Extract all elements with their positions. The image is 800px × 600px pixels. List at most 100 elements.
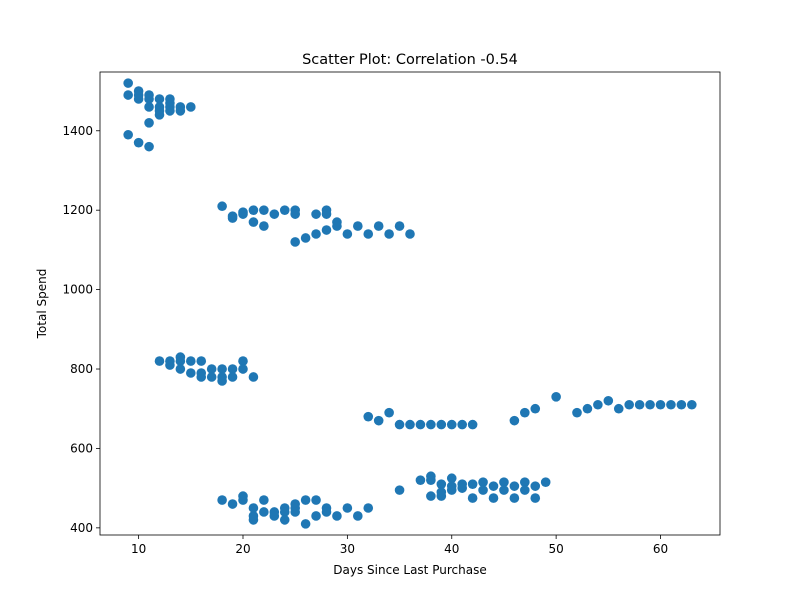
data-point-96 [655,399,666,410]
data-point-50 [394,221,405,231]
data-point-98 [676,399,687,410]
data-point-35 [290,209,300,219]
data-point-32 [269,209,280,219]
data-point-62 [196,372,207,382]
data-point-27 [238,207,248,217]
data-point-77 [405,419,415,430]
data-point-143 [478,485,488,495]
data-point-78 [415,419,426,430]
data-point-130 [426,475,436,486]
data-point-20 [133,137,144,148]
data-point-68 [227,364,238,374]
y-axis-label: Total Spend [35,269,49,340]
data-point-124 [342,503,353,513]
data-point-31 [259,221,269,231]
data-point-103 [238,491,248,501]
data-point-92 [613,403,624,414]
data-point-134 [436,491,447,501]
data-point-122 [321,507,332,517]
data-point-64 [206,372,217,382]
data-point-149 [509,493,520,503]
data-point-131 [426,491,436,501]
data-points [123,78,697,529]
data-point-72 [248,372,259,382]
data-point-120 [311,511,321,521]
data-point-4 [133,94,144,104]
data-point-60 [196,356,207,366]
data-point-48 [373,221,384,231]
data-point-110 [269,511,280,521]
data-point-137 [446,485,457,495]
x-tick-label-1: 20 [235,542,250,556]
y-tick-label-0: 400 [70,521,93,535]
data-point-148 [509,481,520,491]
data-point-21 [144,141,154,152]
data-point-42 [321,225,332,235]
data-point-82 [457,419,467,430]
data-point-36 [290,237,300,247]
data-point-25 [227,211,238,221]
data-point-44 [332,221,342,231]
data-point-99 [687,399,697,410]
data-point-125 [353,511,363,521]
x-axis-label: Days Since Last Purchase [333,563,486,577]
data-point-97 [666,399,676,410]
data-point-139 [457,483,467,493]
data-point-71 [238,364,248,374]
data-point-88 [572,407,582,418]
data-point-108 [259,507,269,517]
data-point-106 [248,503,259,513]
data-point-147 [499,485,509,495]
data-point-23 [217,201,227,212]
data-point-57 [175,364,186,374]
data-point-90 [593,399,603,410]
data-point-126 [363,503,374,513]
x-tick-label-0: 10 [131,542,146,556]
data-point-63 [206,364,217,374]
data-point-29 [248,217,259,227]
data-point-15 [165,106,175,116]
data-point-100 [217,495,227,505]
data-point-65 [217,364,227,374]
data-point-75 [384,407,394,418]
y-tick-label-3: 1000 [62,283,93,297]
x-tick-label-4: 50 [548,542,563,556]
data-point-49 [384,229,394,239]
data-point-101 [227,499,238,509]
data-point-52 [154,356,165,366]
data-point-17 [175,106,186,116]
y-tick-label-2: 800 [70,362,93,376]
data-point-11 [154,110,165,120]
data-point-47 [363,229,374,239]
x-axis-ticks: 10 20 30 40 50 60 [131,535,668,556]
data-point-117 [300,519,311,529]
data-point-69 [227,372,238,382]
data-point-87 [551,392,561,402]
data-point-123 [332,511,342,521]
data-point-93 [624,399,634,410]
data-point-84 [509,415,520,426]
data-point-128 [415,475,426,486]
y-tick-label-5: 1400 [62,124,93,138]
data-point-1 [123,90,133,100]
data-point-6 [144,94,154,104]
data-point-112 [279,507,290,517]
data-point-140 [467,479,478,489]
data-point-67 [217,376,227,386]
data-point-8 [154,94,165,104]
data-point-58 [186,356,196,366]
data-point-22 [144,118,154,128]
data-point-107 [259,495,269,505]
data-point-135 [446,473,457,484]
data-point-80 [436,419,447,430]
data-point-89 [582,403,593,414]
y-tick-label-4: 1200 [62,203,93,217]
data-point-38 [311,229,321,239]
data-point-85 [520,407,530,418]
data-point-142 [478,477,488,487]
data-point-56 [175,356,186,366]
data-point-113 [279,515,290,525]
data-point-144 [488,481,499,491]
plot-frame [99,71,721,536]
x-tick-label-3: 40 [444,542,459,556]
